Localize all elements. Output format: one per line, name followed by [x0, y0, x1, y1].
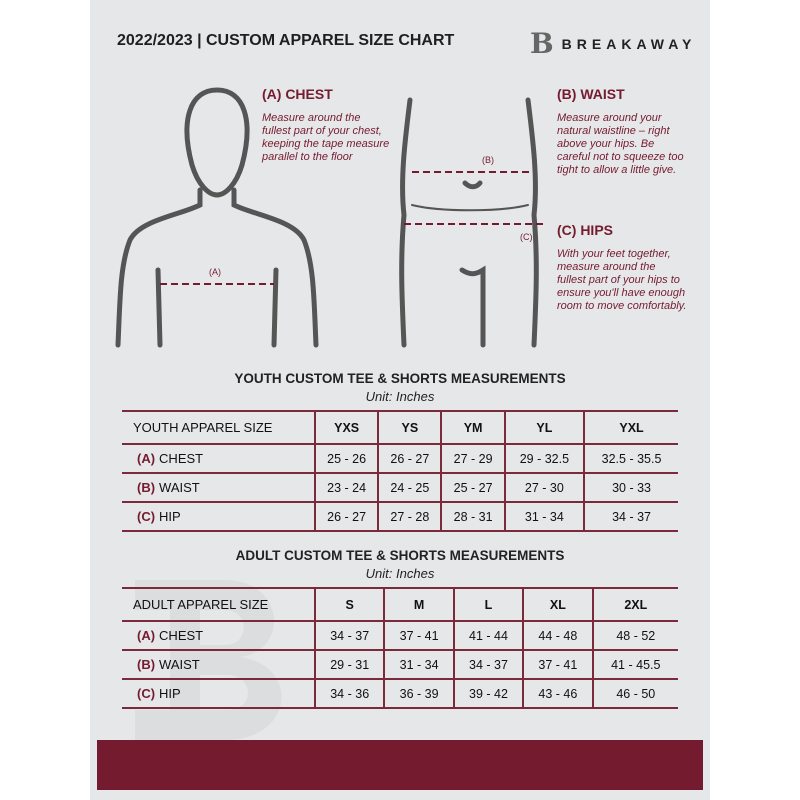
table-row: (A) CHEST 25 - 26 26 - 27 27 - 29 29 - 32.5 3…: [122, 443, 678, 474]
row-label: (C) HIP: [122, 678, 315, 709]
cell: 25 - 26: [313, 443, 379, 474]
row-name: HIP: [159, 686, 181, 701]
row-key: (C): [137, 509, 156, 524]
row-name: WAIST: [159, 480, 200, 495]
row-key: (B): [137, 657, 156, 672]
waist-marker: (B): [482, 155, 494, 165]
size-header: YXS: [313, 410, 379, 445]
row-label: (B) WAIST: [122, 472, 315, 503]
size-header: YS: [377, 410, 442, 445]
row-label: (C) HIP: [122, 501, 315, 532]
cell: 48 - 52: [591, 620, 678, 651]
row-name: CHEST: [159, 628, 204, 643]
row-label: (B) WAIST: [122, 649, 315, 680]
table-row: (B) WAIST 23 - 24 24 - 25 25 - 27 27 - 30 30 …: [122, 472, 678, 503]
body-illustrations: [115, 87, 545, 348]
row-key: (A): [137, 451, 156, 466]
size-header: YM: [440, 410, 505, 445]
cell: 34 - 37: [313, 620, 385, 651]
youth-unit: Unit: Inches: [365, 389, 435, 404]
table-row: (C) HIP 34 - 36 36 - 39 39 - 42 43 - 46 46 - …: [122, 678, 678, 709]
cell: 25 - 27: [440, 472, 505, 503]
size-header: 2XL: [591, 587, 678, 622]
hip-marker: (C): [520, 232, 533, 242]
logo-mark: B: [530, 27, 554, 60]
row-label: (A) CHEST: [122, 620, 315, 651]
waist-heading: (B) WAIST: [557, 86, 625, 102]
row-label: (A) CHEST: [122, 443, 315, 474]
table-row: (C) HIP 26 - 27 27 - 28 28 - 31 31 - 34 34 - …: [122, 501, 678, 532]
adult-section-title: ADULT CUSTOM TEE & SHORTS MEASUREMENTS: [235, 548, 565, 563]
chest-marker: (A): [209, 267, 221, 277]
page-title: 2022/2023 | CUSTOM APPAREL SIZE CHART: [117, 32, 455, 49]
table-header-row: ADULT APPAREL SIZE S M L XL 2XL: [122, 587, 678, 622]
chest-heading: (A) CHEST: [262, 86, 333, 102]
waist-description: Measure around your natural waistline – …: [557, 112, 684, 176]
cell: 37 - 41: [383, 620, 454, 651]
row-name: WAIST: [159, 657, 200, 672]
brand-logo: B BREAKAWAY: [530, 27, 696, 60]
size-header: L: [452, 587, 524, 622]
cell: 41 - 45.5: [591, 649, 678, 680]
hips-heading: (C) HIPS: [557, 222, 613, 238]
cell: 30 - 33: [583, 472, 678, 503]
size-header: M: [383, 587, 454, 622]
cell: 28 - 31: [440, 501, 505, 532]
brand-name: BREAKAWAY: [561, 35, 697, 52]
adult-size-table: ADULT APPAREL SIZE S M L XL 2XL (A) CHEST…: [122, 587, 678, 709]
cell: 31 - 34: [383, 649, 454, 680]
upper-body-figure: [115, 87, 319, 348]
cell: 32.5 - 35.5: [583, 443, 678, 474]
cell: 29 - 31: [313, 649, 385, 680]
row-key: (A): [137, 628, 156, 643]
row-name: CHEST: [159, 451, 204, 466]
cell: 23 - 24: [313, 472, 379, 503]
size-label: ADULT APPAREL SIZE: [122, 587, 315, 622]
size-header: YXL: [583, 410, 678, 445]
chest-description: Measure around the fullest part of your …: [262, 112, 390, 163]
cell: 24 - 25: [377, 472, 442, 503]
cell: 34 - 37: [452, 649, 524, 680]
table-row: (A) CHEST 34 - 37 37 - 41 41 - 44 44 - 48 48 …: [122, 620, 678, 651]
cell: 41 - 44: [452, 620, 524, 651]
youth-section-title: YOUTH CUSTOM TEE & SHORTS MEASUREMENTS: [234, 371, 566, 386]
table-row: (B) WAIST 29 - 31 31 - 34 34 - 37 37 - 41 41 …: [122, 649, 678, 680]
size-header: YL: [503, 410, 585, 445]
cell: 34 - 36: [313, 678, 385, 709]
cell: 26 - 27: [377, 443, 442, 474]
table-header-row: YOUTH APPAREL SIZE YXS YS YM YL YXL: [122, 410, 678, 445]
cell: 44 - 48: [522, 620, 593, 651]
cell: 27 - 28: [377, 501, 442, 532]
youth-size-table: YOUTH APPAREL SIZE YXS YS YM YL YXL (A) C…: [122, 410, 678, 532]
footer-band: [97, 740, 703, 790]
adult-unit: Unit: Inches: [365, 566, 435, 581]
cell: 34 - 37: [583, 501, 678, 532]
cell: 29 - 32.5: [503, 443, 585, 474]
cell: 39 - 42: [452, 678, 524, 709]
cell: 27 - 29: [440, 443, 505, 474]
size-label: YOUTH APPAREL SIZE: [122, 410, 315, 445]
cell: 46 - 50: [591, 678, 678, 709]
row-key: (B): [137, 480, 156, 495]
lower-body-figure: [399, 97, 539, 348]
hips-description: With your feet together, measure around …: [557, 248, 687, 312]
cell: 37 - 41: [522, 649, 593, 680]
row-name: HIP: [159, 509, 181, 524]
cell: 31 - 34: [503, 501, 585, 532]
cell: 27 - 30: [503, 472, 585, 503]
size-header: XL: [522, 587, 593, 622]
cell: 43 - 46: [522, 678, 593, 709]
size-header: S: [313, 587, 385, 622]
row-key: (C): [137, 686, 156, 701]
cell: 36 - 39: [383, 678, 454, 709]
cell: 26 - 27: [313, 501, 379, 532]
